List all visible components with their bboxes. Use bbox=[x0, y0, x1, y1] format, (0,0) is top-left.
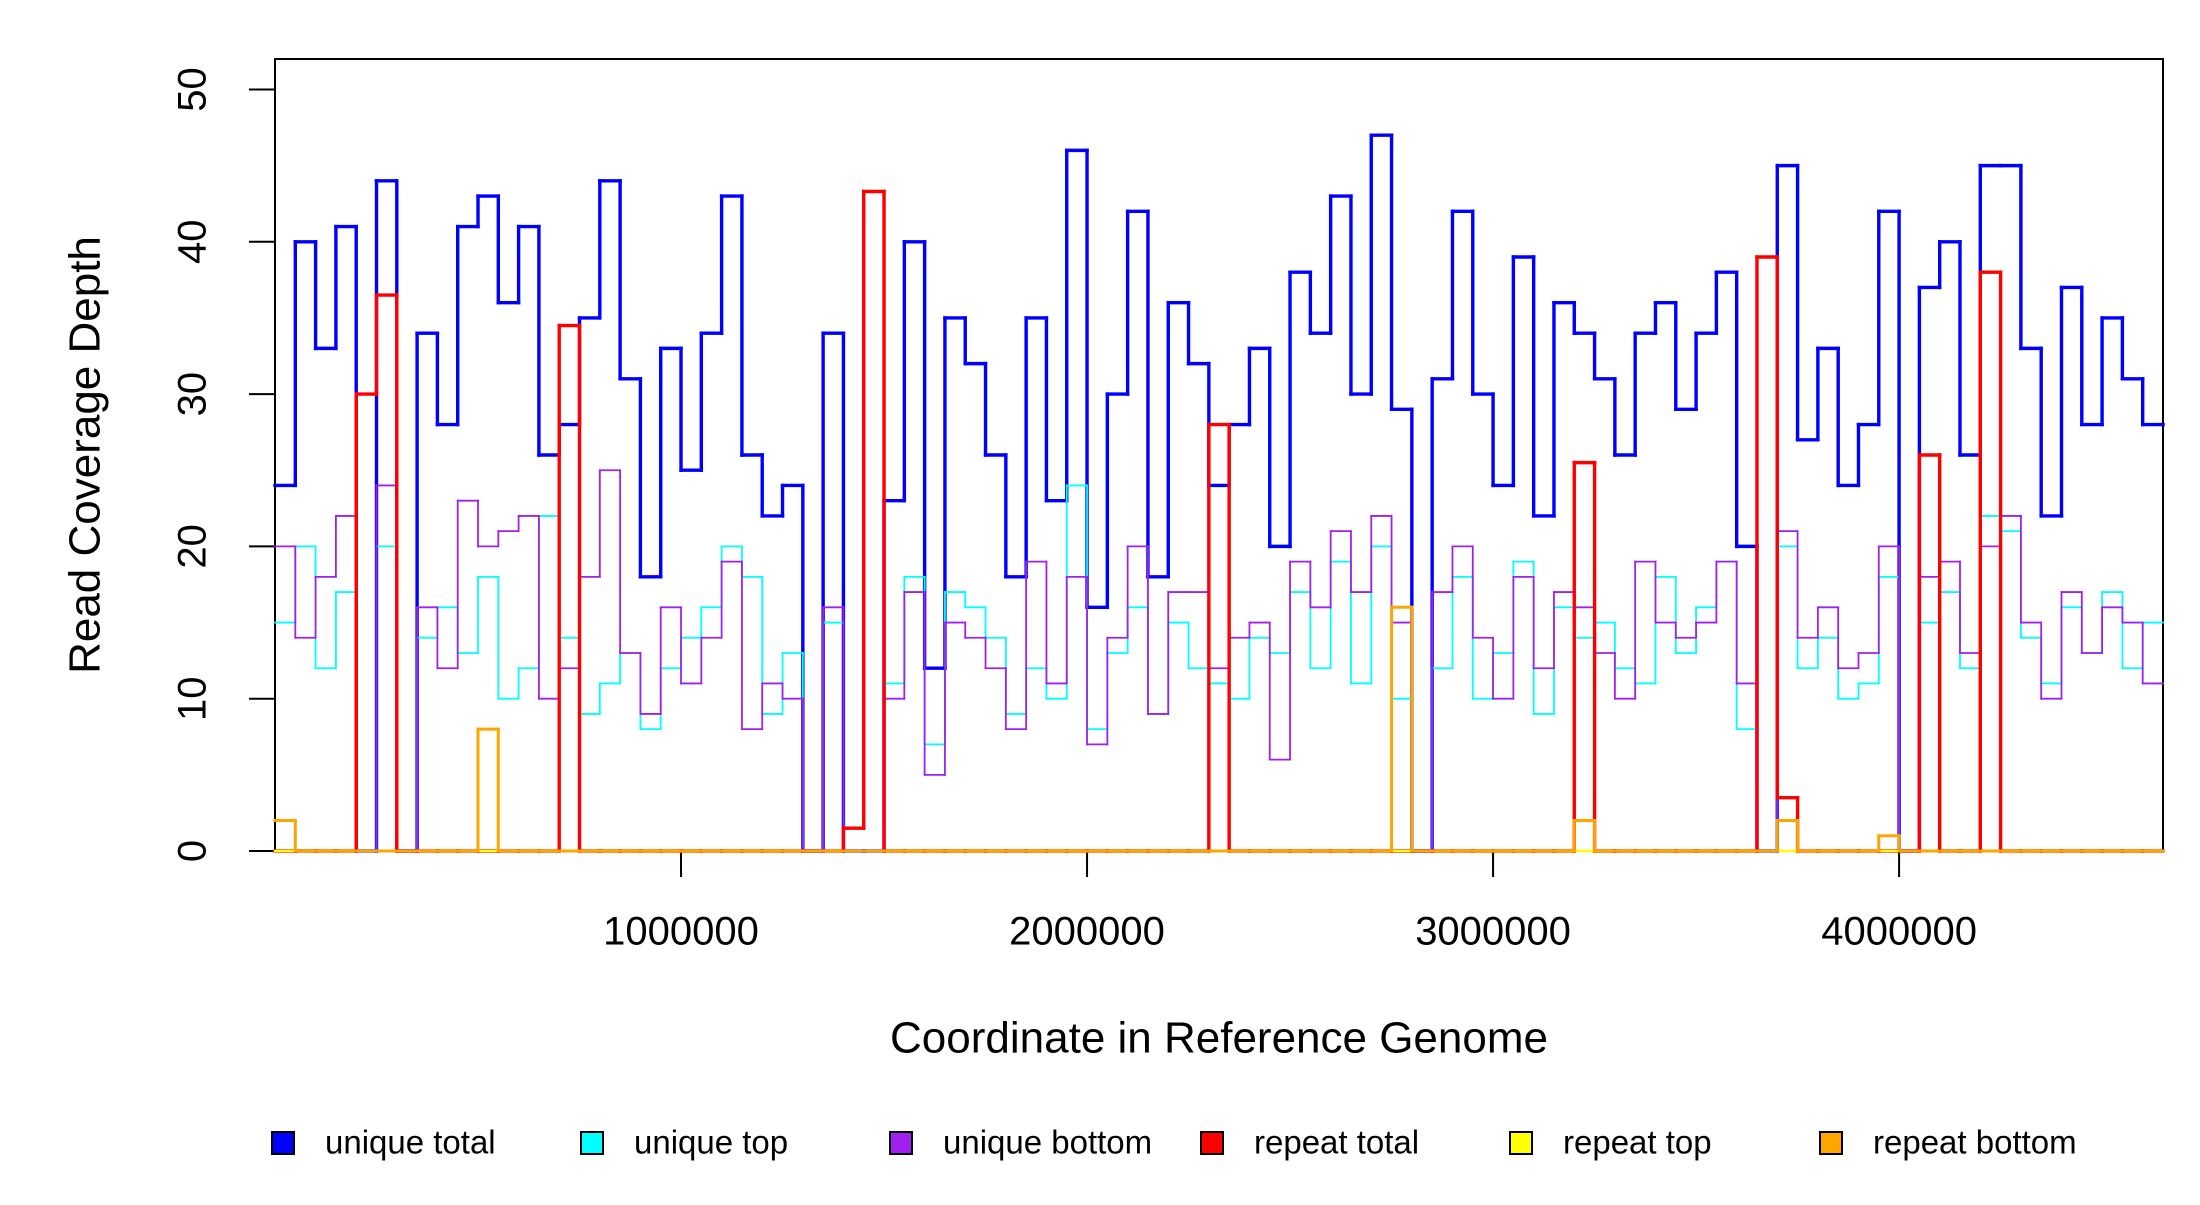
x-tick-label: 3000000 bbox=[1415, 910, 1571, 954]
x-tick-label: 4000000 bbox=[1821, 910, 1977, 954]
legend-label: unique total bbox=[325, 1124, 496, 1161]
legend-swatch bbox=[1819, 1131, 1843, 1155]
y-tick-label: 30 bbox=[171, 372, 215, 417]
series bbox=[273, 605, 2165, 853]
y-axis-title: Read Coverage Depth bbox=[61, 236, 110, 674]
legend-label: repeat total bbox=[1254, 1124, 1419, 1161]
series bbox=[274, 469, 2164, 852]
y-tick-label: 50 bbox=[171, 67, 215, 112]
x-axis-title: Coordinate in Reference Genome bbox=[890, 1014, 1548, 1063]
legend-swatch bbox=[889, 1131, 913, 1155]
legend-label: unique bottom bbox=[943, 1124, 1152, 1161]
legend-swatch bbox=[271, 1131, 295, 1155]
legend-swatch bbox=[580, 1131, 604, 1155]
y-tick-label: 20 bbox=[171, 524, 215, 569]
x-tick-label: 2000000 bbox=[1009, 910, 1165, 954]
legend-label: repeat bottom bbox=[1873, 1124, 2077, 1161]
legend-swatch bbox=[1200, 1131, 1224, 1155]
y-tick-label: 10 bbox=[171, 676, 215, 721]
legend-swatch bbox=[1509, 1131, 1533, 1155]
legend-label: unique top bbox=[634, 1124, 788, 1161]
y-tick-label: 40 bbox=[171, 220, 215, 265]
x-tick-label: 1000000 bbox=[603, 910, 759, 954]
legend-label: repeat top bbox=[1563, 1124, 1712, 1161]
y-tick-label: 0 bbox=[171, 840, 215, 862]
